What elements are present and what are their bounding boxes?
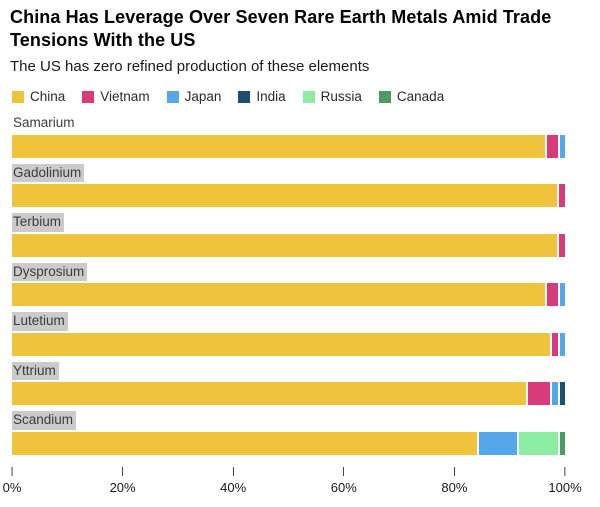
x-axis-tick: 40% (220, 466, 247, 495)
bar-segment-china (12, 184, 558, 208)
stacked-bar (12, 382, 565, 406)
tick-label: 80% (441, 479, 468, 495)
bar-row-yttrium: Yttrium (12, 361, 565, 406)
legend-item-vietnam: Vietnam (82, 89, 150, 104)
chart-title: China Has Leverage Over Seven Rare Earth… (10, 7, 552, 50)
x-axis-tick: 80% (441, 466, 468, 495)
legend-swatch-icon (378, 90, 391, 103)
bar-row-label: Dysprosium (12, 262, 88, 282)
bar-row-terbium: Terbium (12, 213, 565, 257)
tick-label: 40% (220, 479, 247, 495)
legend-label: India (256, 89, 286, 104)
x-axis-tick: 60% (330, 466, 357, 495)
bar-segment-china (12, 382, 527, 406)
bar-segment-japan (552, 382, 558, 406)
bar-segment-japan (559, 283, 565, 307)
bar-segment-india (559, 382, 565, 406)
bar-segment-japan (478, 431, 518, 455)
bar-row-samarium: Samarium (12, 114, 565, 158)
bar-row-label-wrap: Yttrium (12, 361, 565, 383)
bar-row-label: Scandium (12, 411, 77, 430)
bar-row-dysprosium: Dysprosium (12, 262, 565, 307)
legend-item-japan: Japan (166, 89, 222, 104)
bar-segment-japan (559, 134, 565, 158)
stacked-bar (12, 134, 565, 158)
chart-legend: China Vietnam Japan India Russia Canada (12, 89, 590, 104)
bar-segment-china (12, 332, 551, 356)
legend-item-china: China (12, 89, 65, 104)
chart-subtitle: The US has zero refined production of th… (10, 58, 370, 75)
legend-swatch-icon (238, 90, 251, 103)
bar-segment-vietnam (559, 184, 565, 208)
stacked-bar (12, 431, 566, 455)
stacked-bar (12, 332, 565, 356)
bar-row-label: Lutetium (12, 312, 68, 331)
legend-swatch-icon (12, 90, 24, 103)
tick-label: 20% (109, 479, 136, 495)
bar-segment-vietnam (528, 382, 551, 406)
bar-row-label: Samarium (13, 115, 75, 130)
bar-segment-vietnam (559, 233, 565, 257)
tick-mark (122, 466, 124, 476)
legend-item-russia: Russia (302, 89, 362, 104)
bar-row-lutetium: Lutetium (12, 312, 565, 356)
bar-row-label: Yttrium (12, 361, 59, 381)
legend-label: Japan (184, 89, 222, 104)
bar-row-label-wrap: Dysprosium (12, 262, 565, 284)
stacked-bar (12, 184, 565, 208)
tick-mark (232, 466, 234, 476)
bar-row-label: Terbium (12, 213, 65, 232)
stacked-bar (12, 233, 565, 257)
tick-mark (453, 466, 455, 476)
bar-row-scandium: Scandium (12, 411, 566, 455)
bar-row-gadolinium: Gadolinium (12, 163, 565, 208)
legend-label: Canada (396, 89, 445, 104)
bar-segment-vietnam (546, 134, 558, 158)
x-axis-tick: 0% (2, 466, 22, 495)
legend-label: China (30, 89, 66, 104)
bar-segment-vietnam (546, 283, 558, 307)
legend-swatch-icon (82, 90, 95, 103)
legend-item-india: India (238, 89, 286, 104)
bar-chart: Samarium Gadolinium Terbium Dysprosium Lutet… (12, 114, 566, 455)
tick-mark (11, 466, 13, 476)
stacked-bar (12, 283, 565, 307)
bar-segment-china (12, 283, 545, 307)
legend-swatch-icon (302, 90, 315, 103)
tick-label: 100% (548, 479, 582, 495)
tick-mark (343, 466, 345, 476)
bar-row-label-wrap: Samarium (12, 114, 565, 135)
bar-segment-canada (559, 431, 566, 455)
bar-row-label-wrap: Gadolinium (12, 163, 565, 185)
bar-row-label: Gadolinium (12, 163, 85, 183)
bar-segment-china (12, 134, 545, 158)
legend-swatch-icon (166, 90, 179, 103)
tick-label: 60% (330, 479, 357, 495)
x-axis-tick: 20% (109, 466, 136, 495)
bar-segment-japan (559, 332, 565, 356)
x-axis: 0% 20% 40% 60% 80% 100% (3, 461, 582, 507)
legend-label: Vietnam (100, 89, 150, 104)
tick-label: 0% (2, 479, 22, 495)
legend-item-canada: Canada (378, 89, 445, 104)
bar-row-label-wrap: Scandium (12, 411, 565, 432)
legend-label: Russia (320, 89, 362, 104)
bar-segment-china (12, 233, 558, 257)
tick-mark (564, 466, 566, 476)
bar-row-label-wrap: Terbium (12, 213, 565, 234)
bar-segment-china (12, 431, 477, 455)
bar-segment-russia (519, 431, 558, 455)
bar-segment-vietnam (552, 332, 558, 356)
x-axis-tick: 100% (548, 466, 582, 495)
bar-row-label-wrap: Lutetium (12, 312, 565, 333)
